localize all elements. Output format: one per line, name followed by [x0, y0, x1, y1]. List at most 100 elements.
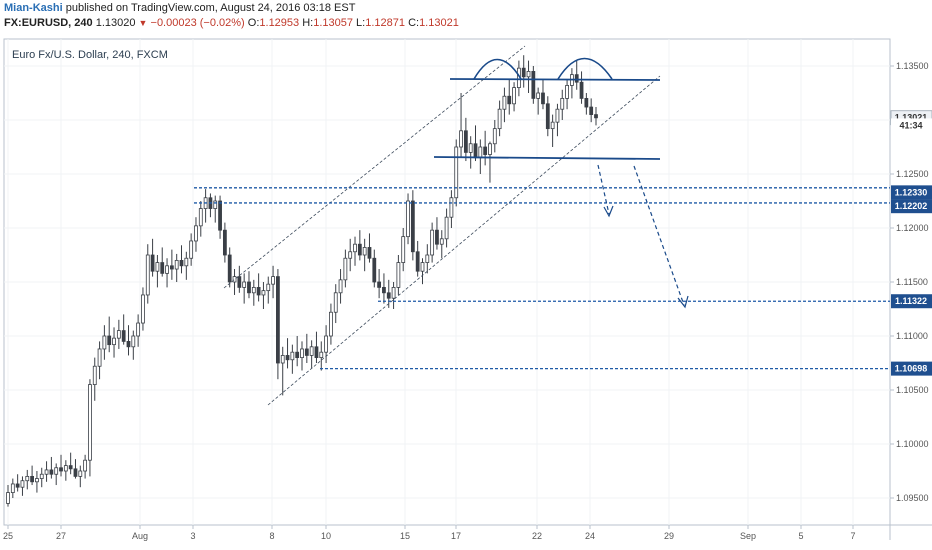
candle-body [536, 92, 541, 99]
candle-body [459, 130, 463, 148]
candle-body [531, 71, 536, 99]
candle-body [232, 276, 237, 283]
candle-body [112, 337, 116, 346]
x-tick-label: 27 [56, 531, 66, 541]
candle-body [242, 281, 247, 288]
candle-body [83, 459, 88, 472]
candle-body [237, 276, 242, 288]
candle-body [314, 346, 319, 358]
x-tick-label: 15 [400, 531, 410, 541]
price-tag-label: 41:34 [899, 120, 922, 130]
candle-body [454, 146, 459, 199]
candle-body [189, 240, 194, 259]
symbol-quote-line: FX:EURUSD, 240 1.13020 ▼ −0.00023 (−0.02… [4, 17, 459, 29]
candle-body [165, 265, 169, 274]
candle-body [463, 130, 468, 153]
candle-body [512, 87, 516, 105]
right-top-arc [557, 57, 613, 80]
x-tick-label: 7 [850, 531, 855, 541]
candle-body [309, 346, 314, 356]
y-tick-label: 1.12500 [896, 169, 929, 179]
candle-body [68, 465, 73, 470]
candle-body [276, 276, 280, 364]
candle-body [497, 108, 502, 130]
candle-body [550, 121, 555, 130]
candle-body [6, 492, 10, 504]
candle-body [449, 197, 454, 218]
close-label: C: [408, 17, 420, 29]
low-value: 1.12871 [365, 17, 405, 29]
candle-body [435, 229, 439, 245]
open-label: O: [247, 17, 260, 29]
down-arrow-icon: ▼ [138, 18, 148, 28]
y-tick-label: 1.10500 [896, 385, 929, 395]
symbol-label: FX:EURUSD, 240 [4, 17, 93, 29]
candle-body [594, 114, 598, 119]
candle-body [136, 322, 141, 337]
y-tick-label: 1.10000 [896, 439, 929, 449]
candle-body [415, 251, 420, 272]
price-tag-box [891, 199, 932, 214]
y-tick-label: 1.12000 [896, 223, 929, 233]
candle-body [329, 311, 333, 337]
author-name[interactable]: Mian-Kashi [4, 2, 63, 14]
price-tag-label: 1.10698 [895, 364, 928, 374]
price-tag-box [891, 118, 932, 133]
candle-body [574, 74, 579, 83]
published-text: published on TradingView.com, August 24,… [65, 2, 356, 14]
candle-body [78, 470, 83, 477]
price-tag-level: 1.11322 [891, 294, 932, 309]
candle-body [295, 351, 300, 359]
candle-body [406, 200, 410, 238]
candle-body [73, 468, 78, 477]
candle-body [555, 108, 560, 123]
candle-body [521, 67, 526, 78]
candle-body [589, 106, 594, 116]
candle-body [348, 251, 353, 259]
candle-body [386, 292, 391, 299]
time-axis[interactable]: 25 27 Aug 3 8 10 15 17 22 24 29 Sep 5 7 [3, 525, 856, 541]
candle-body [367, 247, 372, 259]
open-value: 1.12953 [259, 17, 300, 29]
candle-body [377, 281, 382, 288]
price-tag-label: 1.13021 [895, 113, 928, 123]
candle-body [584, 98, 589, 108]
candle-body [425, 254, 430, 263]
candle-body [35, 478, 39, 483]
price-tag-timer: 41:34 [891, 118, 932, 133]
candle-body [198, 208, 203, 227]
projection-arrow-2 [633, 165, 685, 306]
candle-body [150, 254, 155, 272]
candle-body [304, 348, 309, 356]
candle-body [126, 340, 131, 348]
arrow-head-1 [603, 205, 614, 218]
price-tag-label: 1.12202 [895, 201, 928, 211]
candle-body [333, 292, 338, 313]
x-tick-label: Aug [132, 531, 148, 541]
candle-body [174, 259, 179, 270]
price-tag-label: 1.12330 [895, 187, 928, 197]
x-tick-label: 5 [798, 531, 803, 541]
y-tick-label: 1.11500 [896, 277, 928, 287]
grid-lines [4, 39, 890, 525]
candle-body [372, 257, 377, 283]
candle-body [324, 335, 328, 353]
price-tag-level: 1.10698 [891, 361, 932, 376]
candle-body [478, 146, 483, 159]
candle-body [439, 238, 444, 245]
publish-info: Mian-Kashi published on TradingView.com,… [4, 2, 355, 14]
left-top-arc [473, 58, 522, 80]
candle-body [261, 290, 266, 296]
price-change: −0.00023 (−0.02%) [150, 17, 245, 29]
candle-body [10, 483, 15, 493]
y-tick-label: 1.13500 [896, 61, 929, 71]
price-tag-label: 1.11322 [895, 296, 927, 306]
candle-body [430, 229, 435, 256]
candle-body [20, 480, 25, 488]
candle-body [49, 469, 54, 475]
candle-body [131, 335, 136, 348]
candle-body [39, 473, 44, 479]
candle-body [155, 262, 160, 272]
candle-body [227, 254, 232, 283]
